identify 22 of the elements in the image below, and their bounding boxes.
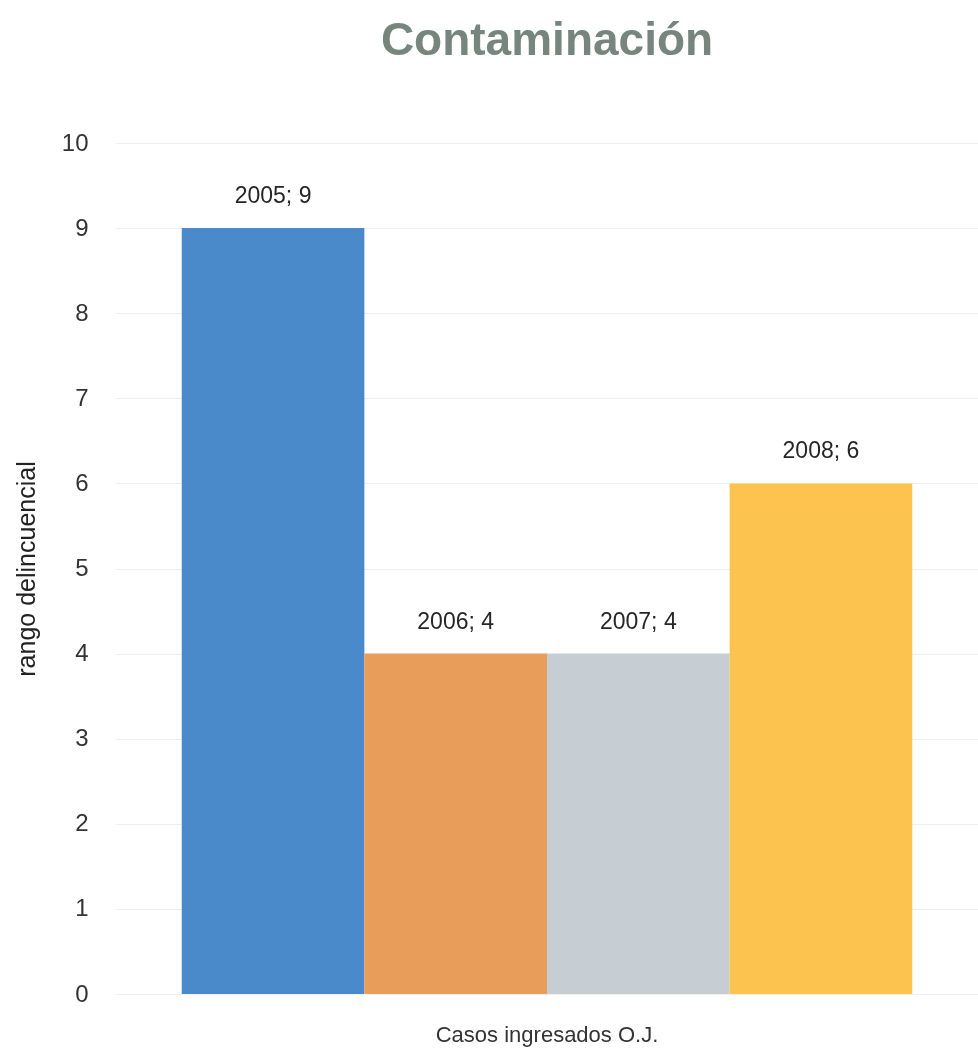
bar — [729, 483, 913, 994]
data-label: 2007; 4 — [599, 607, 677, 634]
x-tick-label: Casos ingresados O.J. — [435, 1021, 659, 1047]
y-tick-label: 9 — [75, 213, 89, 241]
data-label: 2008; 6 — [782, 437, 860, 464]
data-label: 2006; 4 — [417, 607, 495, 634]
bar — [181, 228, 365, 994]
y-tick-label: 7 — [75, 383, 89, 411]
y-tick-label: 8 — [75, 298, 89, 326]
y-axis-title: rango delincuencial — [11, 461, 40, 677]
y-tick-label: 3 — [75, 724, 89, 752]
y-tick-label: 10 — [61, 128, 89, 156]
chart-title: Contaminación — [380, 13, 714, 65]
y-tick-label: 4 — [75, 639, 89, 667]
y-tick-label: 5 — [75, 554, 89, 581]
y-tick-label: 6 — [75, 468, 89, 496]
bar — [547, 653, 730, 994]
y-tick-label: 2 — [75, 809, 89, 837]
y-tick-label: 1 — [75, 894, 89, 922]
bar — [364, 653, 547, 994]
y-tick-label: 0 — [75, 979, 89, 1007]
data-label: 2005; 9 — [234, 182, 312, 209]
